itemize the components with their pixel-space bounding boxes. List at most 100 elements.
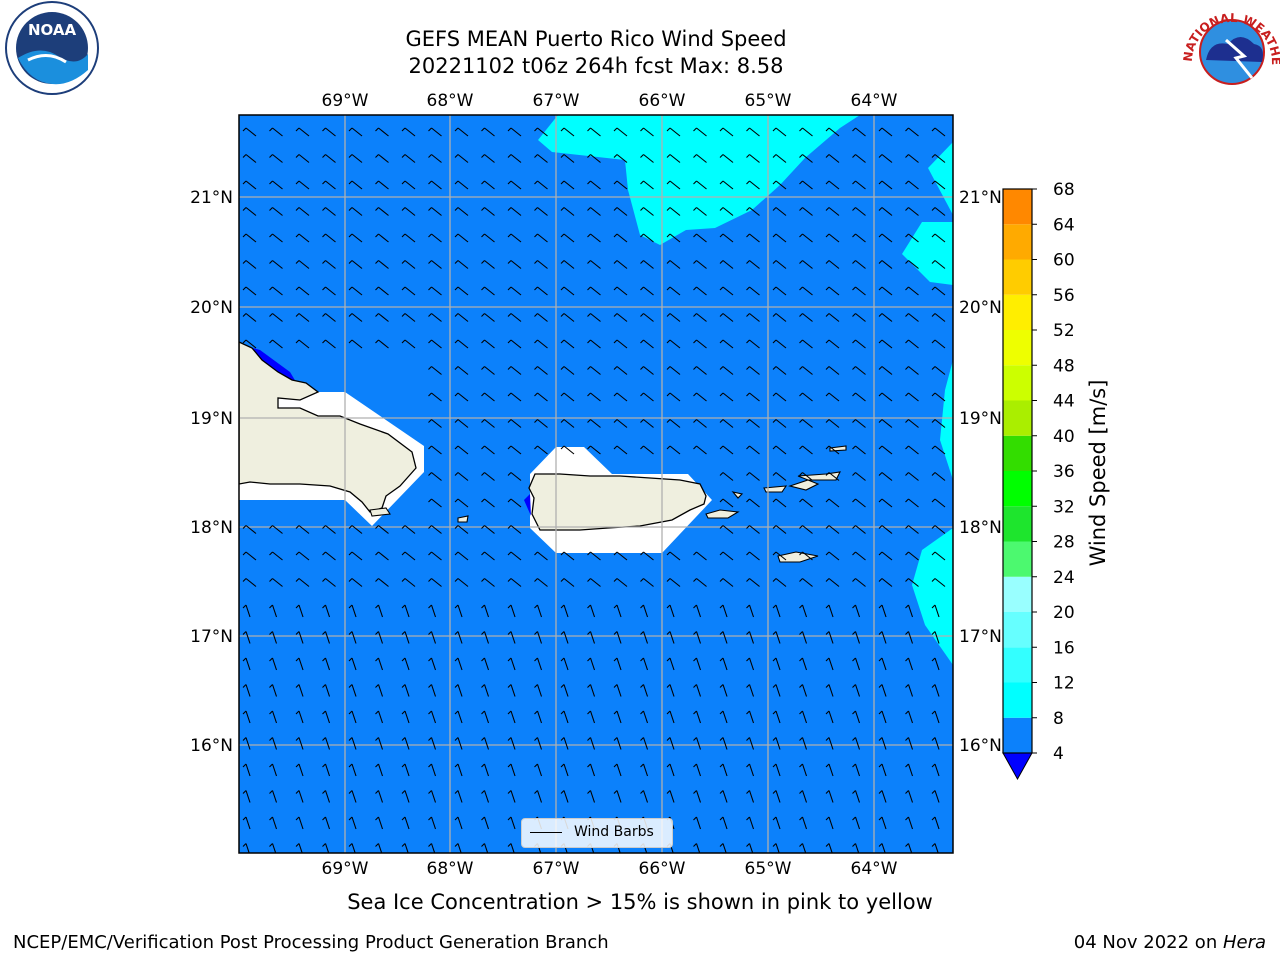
wind-barb: [457, 180, 469, 190]
wind-barb-flag: [269, 790, 273, 794]
wind-barb: [854, 604, 861, 618]
wind-barb-flag: [534, 710, 538, 715]
wind-barb-flag: [269, 260, 273, 264]
wind-barb: [722, 127, 734, 137]
wind-barb-flag: [242, 313, 247, 317]
wind-contour-east-3: [940, 360, 953, 480]
wind-barb: [325, 525, 336, 534]
wind-barb: [775, 843, 780, 853]
wind-barb: [431, 445, 442, 455]
wind-barb: [484, 313, 495, 322]
wind-barb-flag: [481, 313, 485, 317]
wind-barb-flag: [269, 180, 273, 185]
wind-barb: [669, 763, 675, 777]
wind-barb: [563, 313, 575, 322]
wind-barb: [616, 207, 628, 216]
wind-barb: [325, 339, 336, 349]
wind-barb-flag: [295, 604, 300, 609]
title-line-2: 20221102 t06z 264h fcst Max: 8.58: [408, 54, 784, 78]
colorbar-segment: [1003, 224, 1032, 260]
wind-barb-flag: [799, 154, 803, 158]
wind-barb-flag: [560, 604, 565, 609]
wind-barb-flag: [454, 498, 459, 503]
wind-barb-flag: [746, 339, 750, 344]
lat-ticks-right: 21°N 20°N 19°N 18°N 17°N 16°N: [959, 188, 1002, 756]
wind-barb-flag: [481, 790, 485, 794]
wind-barb: [749, 313, 760, 322]
colorbar-tick: 56: [1053, 286, 1075, 306]
wind-barb: [484, 180, 495, 190]
wind-barb: [881, 790, 887, 803]
wind-barb-flag: [905, 763, 909, 768]
colorbar-segment: [1003, 506, 1032, 542]
wind-barb-flag: [295, 207, 300, 211]
wind-barb: [431, 180, 442, 190]
wind-barb-flag: [428, 737, 432, 741]
colorbar-tick: 68: [1053, 180, 1075, 200]
wind-barb-flag: [428, 551, 432, 556]
wind-barb: [828, 233, 840, 243]
wind-barb-flag: [269, 684, 273, 688]
wind-barb: [828, 313, 840, 322]
wind-barb-flag: [587, 366, 591, 370]
wind-barb-flag: [931, 392, 936, 397]
wind-barb: [643, 127, 654, 137]
wind-barb-flag: [348, 578, 353, 582]
wind-barb-flag: [560, 366, 565, 370]
wind-barb: [669, 578, 681, 587]
wind-barb-flag: [905, 631, 909, 635]
wind-barb-flag: [693, 127, 697, 132]
lon-ticks-top: 69°W 68°W 67°W 66°W 65°W 64°W: [322, 91, 898, 111]
wind-barb: [775, 604, 781, 618]
wind-barb: [589, 684, 596, 697]
wind-barb-flag: [587, 127, 591, 132]
wind-barb: [775, 631, 781, 644]
wind-barb-flag: [799, 180, 803, 185]
lon-tick-bottom: 65°W: [745, 859, 792, 879]
wind-barb-flag: [534, 763, 538, 768]
wind-barb-flag: [269, 127, 273, 132]
wind-barb: [934, 313, 946, 322]
wind-barb-flag: [295, 843, 300, 847]
wind-barb-flag: [322, 790, 326, 794]
wind-barb: [855, 525, 866, 534]
wind-barb: [643, 233, 654, 243]
wind-barb: [298, 339, 310, 349]
wind-barb: [563, 233, 575, 243]
wind-barb: [431, 233, 442, 243]
wind-barb-flag: [878, 127, 883, 132]
wind-barb: [908, 445, 919, 455]
caption: Sea Ice Concentration > 15% is shown in …: [347, 890, 933, 914]
wind-barb-flag: [481, 339, 485, 344]
wind-barb: [272, 525, 283, 534]
wind-barb: [510, 207, 522, 216]
wind-barb-flag: [454, 472, 459, 476]
wind-barb-flag: [295, 657, 300, 662]
wind-barb-flag: [375, 127, 379, 132]
wind-barb-flag: [693, 710, 697, 715]
wind-barb-flag: [375, 551, 379, 556]
wind-barb-flag: [693, 154, 697, 158]
wind-barb-flag: [295, 260, 300, 264]
wind-barb: [775, 286, 787, 296]
wind-barb-flag: [878, 763, 883, 768]
wind-barb: [616, 737, 622, 750]
wind-barb-flag: [878, 419, 883, 423]
wind-barb-flag: [428, 657, 432, 662]
wind-barb-flag: [269, 631, 273, 635]
wind-barb-flag: [640, 339, 644, 344]
wind-barb-flag: [640, 657, 644, 662]
wind-barb: [324, 710, 331, 724]
wind-barb: [590, 180, 601, 190]
wind-barb: [696, 339, 707, 349]
wind-barb-flag: [772, 737, 777, 741]
wind-barb-flag: [587, 286, 591, 291]
wind-barb: [802, 472, 813, 481]
wind-barb: [642, 684, 649, 697]
wind-barb: [828, 684, 834, 697]
wind-barb: [775, 657, 781, 671]
wind-barb-flag: [931, 604, 936, 609]
wind-barb-flag: [454, 710, 459, 715]
wind-barb: [510, 313, 522, 322]
